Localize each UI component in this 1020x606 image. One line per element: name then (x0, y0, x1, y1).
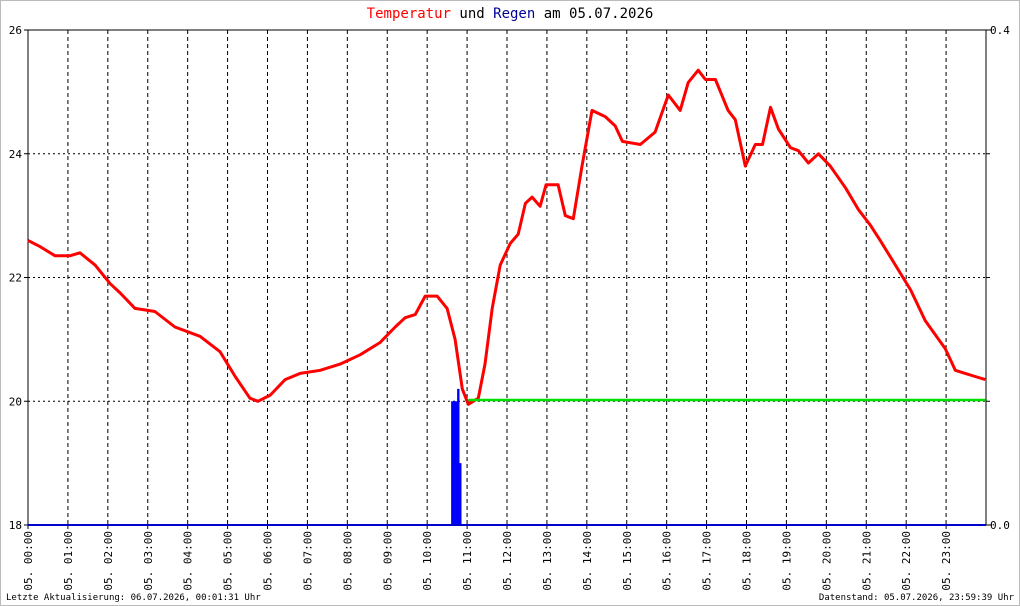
x-tick-label: 05. 12:00 (501, 531, 514, 591)
bar (451, 401, 454, 525)
x-tick-label: 05. 11:00 (461, 531, 474, 591)
footer-right: Datenstand: 05.07.2026, 23:59:39 Uhr (819, 593, 1015, 603)
bar (459, 463, 462, 525)
x-tick-label: 05. 14:00 (581, 531, 594, 591)
bar (457, 388, 460, 525)
x-tick-label: 05. 15:00 (621, 531, 634, 591)
y-tick-label: 26 (9, 24, 22, 37)
title-series: Temperatur (367, 6, 451, 22)
x-tick-label: 05. 10:00 (421, 531, 434, 591)
title-connector: und (459, 6, 484, 22)
x-tick-label: 05. 16:00 (661, 531, 674, 591)
y-tick-label: 20 (9, 395, 22, 408)
x-tick-label: 05. 04:00 (182, 531, 195, 591)
bar (455, 401, 458, 525)
line-series (27, 68, 986, 406)
y-tick-label: 22 (9, 272, 22, 285)
x-tick-label: 05. 18:00 (741, 531, 754, 591)
x-tick-label: 05. 02:00 (102, 531, 115, 591)
x-tick-label: 05. 06:00 (262, 531, 275, 591)
x-tick-label: 05. 17:00 (701, 531, 714, 591)
x-tick-label: 05. 08:00 (341, 531, 354, 591)
x-tick-label: 05. 23:00 (940, 531, 953, 591)
bar (453, 401, 456, 525)
x-tick-label: 05. 09:00 (381, 531, 394, 591)
x-tick-label: 05. 03:00 (142, 531, 155, 591)
x-tick-label: 05. 13:00 (541, 531, 554, 591)
x-tick-label: 05. 01:00 (62, 531, 75, 591)
title-date: am 05.07.2026 (544, 6, 654, 22)
x-tick-label: 05. 19:00 (780, 531, 793, 591)
y-tick-label: 18 (9, 519, 22, 532)
x-tick-label: 05. 21:00 (860, 531, 873, 591)
y-tick-label: 24 (9, 148, 23, 161)
x-tick-label: 05. 00:00 (22, 531, 35, 591)
footer-left: Letzte Aktualisierung: 06.07.2026, 00:01… (6, 593, 261, 603)
x-tick-label: 05. 05:00 (222, 531, 235, 591)
chart-title: Temperatur und Regen am 05.07.2026 (367, 6, 654, 22)
title-series: Regen (493, 6, 535, 22)
y2-tick-label: 0.4 (990, 24, 1010, 37)
x-tick-label: 05. 07:00 (301, 531, 314, 591)
x-tick-label: 05. 22:00 (900, 531, 913, 591)
y2-tick-label: 0.0 (990, 519, 1010, 532)
x-tick-label: 05. 20:00 (820, 531, 833, 591)
